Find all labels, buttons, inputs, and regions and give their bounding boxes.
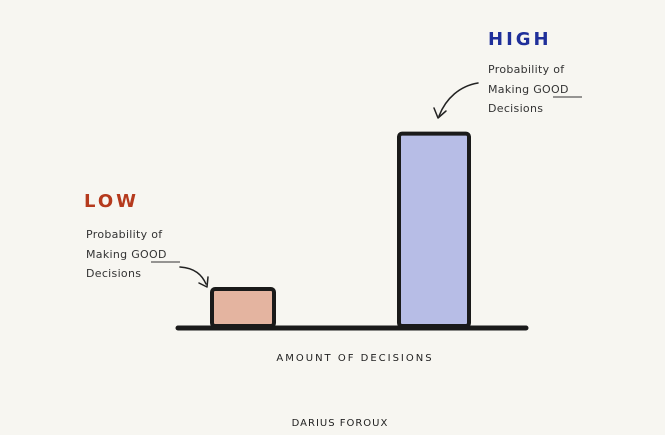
x-axis-label: AMOUNT OF DECISIONS — [276, 353, 433, 364]
annotation-low-arrow-icon — [179, 266, 207, 285]
annotation-low-line-3: Decisions — [86, 267, 141, 280]
credit-signature: DARIUS FOROUX — [292, 418, 389, 429]
bar-low — [210, 287, 276, 328]
category-label-low: LOW — [84, 191, 139, 212]
annotation-high-line-3: Decisions — [488, 102, 543, 115]
bar-high — [397, 131, 471, 328]
annotation-high-line-2: Making GOOD — [488, 83, 569, 96]
annotation-high-arrowhead-icon — [433, 107, 447, 119]
annotation-high-line-1: Probability of — [488, 63, 565, 76]
annotation-low-line-1: Probability of — [86, 228, 163, 241]
bars-group — [210, 131, 471, 328]
annotation-low-line-2: Making GOOD — [86, 248, 167, 261]
category-label-high: HIGH — [488, 29, 552, 50]
annotation-low-arrowhead-icon — [198, 276, 209, 288]
annotation-high-arrow-icon — [438, 82, 479, 117]
